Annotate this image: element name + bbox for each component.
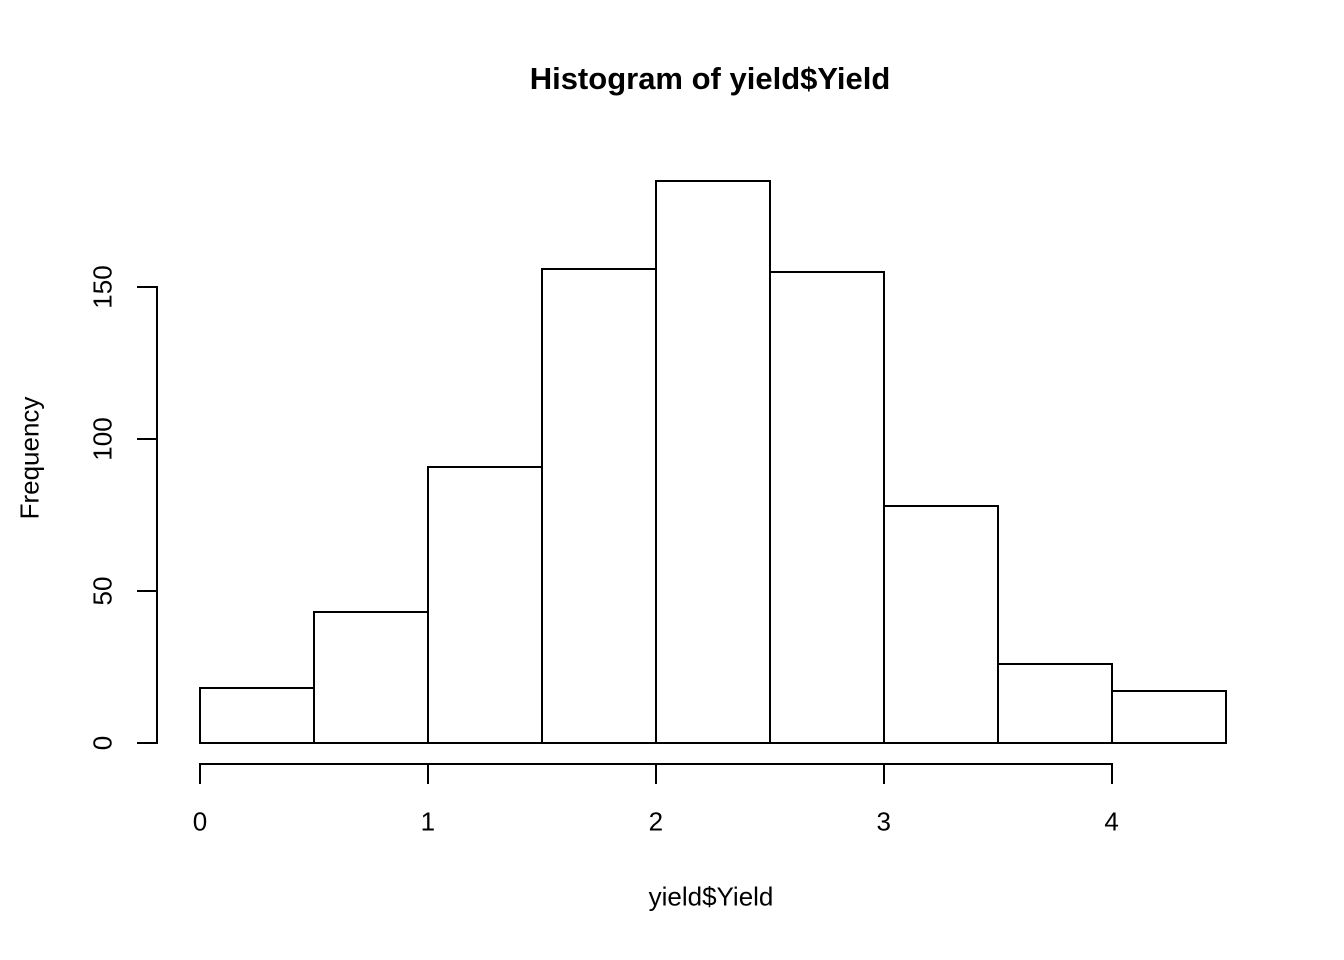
- y-tick-label: 0: [87, 735, 118, 751]
- x-tick: [426, 763, 429, 784]
- histogram-bar: [768, 271, 885, 744]
- histogram-bar: [1110, 690, 1227, 744]
- histogram-bar: [199, 687, 315, 744]
- y-tick: [137, 438, 158, 441]
- x-axis-label: yield$Yield: [648, 881, 774, 912]
- y-tick-label: 150: [87, 265, 118, 310]
- histogram-bar: [312, 611, 429, 744]
- y-tick: [137, 590, 158, 593]
- x-tick-label: 1: [420, 806, 436, 837]
- x-tick: [1110, 763, 1113, 784]
- x-tick-label: 4: [1104, 806, 1119, 837]
- y-tick: [137, 742, 158, 744]
- y-axis-label: Frequency: [14, 396, 45, 520]
- x-tick-label: 0: [192, 806, 208, 837]
- histogram-bar: [426, 465, 543, 744]
- histogram-bar: [996, 663, 1113, 744]
- y-tick-label: 50: [87, 576, 118, 606]
- y-tick: [137, 286, 158, 289]
- x-tick-label: 2: [648, 806, 664, 837]
- histogram-bar: [882, 505, 999, 744]
- y-tick-label: 100: [87, 417, 118, 461]
- x-tick: [882, 763, 885, 784]
- chart-title: Histogram of yield$Yield: [529, 61, 891, 96]
- y-axis-line: [156, 286, 158, 744]
- histogram-bar: [540, 268, 657, 744]
- x-tick: [654, 763, 657, 784]
- x-tick-label: 3: [876, 806, 891, 837]
- x-tick: [199, 763, 201, 784]
- histogram-bar: [654, 180, 771, 744]
